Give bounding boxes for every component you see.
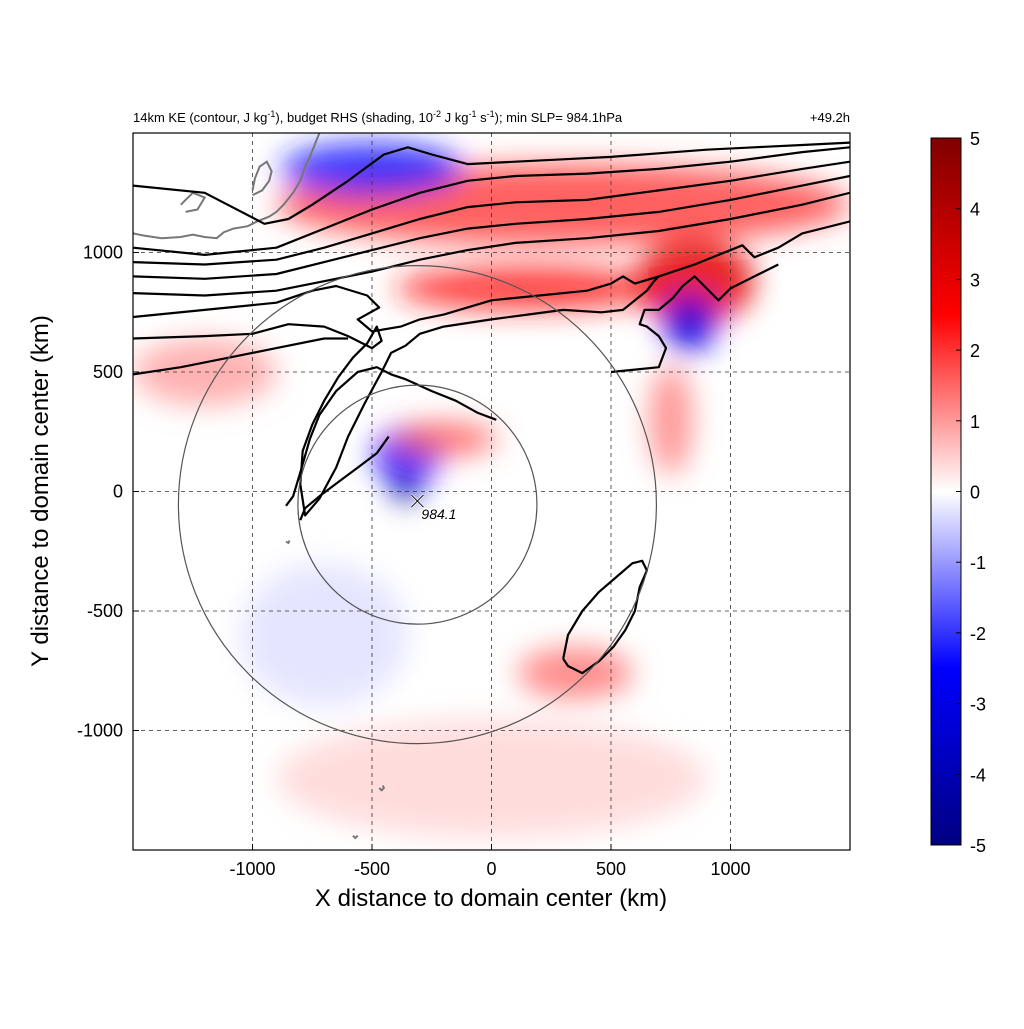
coastline-0 bbox=[133, 133, 321, 240]
colorbar-tick-label-3: -2 bbox=[970, 624, 986, 644]
range-ring-1 bbox=[177, 265, 658, 745]
time-label: +49.2h bbox=[810, 110, 850, 125]
title-sup-a: -1 bbox=[267, 109, 275, 119]
ke-contour-10 bbox=[562, 559, 648, 675]
colorbar-tick-label-8: 3 bbox=[970, 270, 980, 290]
chart-title: 14km KE (contour, J kg-1), budget RHS (s… bbox=[133, 109, 623, 125]
title-part-c: J kg bbox=[441, 110, 468, 125]
coastline-5 bbox=[352, 834, 359, 840]
y-tick-label-4: 1000 bbox=[83, 243, 123, 263]
x-cross-icon bbox=[411, 494, 424, 508]
colorbar-tick-label-2: -3 bbox=[970, 695, 986, 715]
shading-feature-2 bbox=[395, 266, 659, 310]
shading-feature-8 bbox=[517, 646, 633, 700]
contour-layer bbox=[133, 141, 850, 675]
shading-feature-11 bbox=[276, 718, 707, 839]
coastline-3 bbox=[285, 540, 291, 545]
x-tick-label-2: 0 bbox=[486, 859, 496, 879]
plot-area bbox=[133, 133, 850, 850]
colorbar-tick-label-5: 0 bbox=[970, 483, 980, 503]
ke-contour-8 bbox=[285, 366, 497, 507]
range-ring-layer bbox=[177, 265, 658, 745]
shading-feature-9 bbox=[649, 364, 693, 475]
ke-contour-11 bbox=[610, 263, 779, 374]
ke-contour-0 bbox=[133, 141, 850, 225]
colorbar-tick-label-7: 2 bbox=[970, 341, 980, 361]
x-tick-label-0: -1000 bbox=[229, 859, 275, 879]
ke-contour-6 bbox=[133, 275, 660, 517]
title-part-a: 14km KE (contour, J kg bbox=[133, 110, 267, 125]
title-part-d: s bbox=[476, 110, 487, 125]
title-part-b: ), budget RHS (shading, 10 bbox=[275, 110, 433, 125]
colorbar-tick-label-0: -5 bbox=[970, 836, 986, 856]
ke-contour-9 bbox=[299, 435, 390, 521]
colorbar: -5 -4 -3 -2 -1 0 1 2 3 4 5 bbox=[930, 129, 986, 856]
y-tick-label-0: -1000 bbox=[77, 721, 123, 741]
coastline-2 bbox=[180, 191, 207, 213]
title-part-e: ); min SLP= 984.1hPa bbox=[495, 110, 623, 125]
y-tick-label-2: 0 bbox=[113, 482, 123, 502]
title-sup-b: -2 bbox=[433, 109, 441, 119]
colorbar-tick-label-1: -4 bbox=[970, 765, 986, 785]
coastline-1 bbox=[251, 160, 273, 196]
center-pressure-label: 984.1 bbox=[421, 506, 456, 522]
colorbar-tick-label-4: -1 bbox=[970, 553, 986, 573]
ke-contour-3 bbox=[133, 174, 850, 280]
colorbar-tick-label-6: 1 bbox=[970, 412, 980, 432]
y-axis: -1000 -500 0 500 1000 bbox=[77, 243, 139, 741]
coastline-4 bbox=[378, 785, 386, 792]
shading-feature-3 bbox=[634, 238, 755, 325]
y-tick-label-3: 500 bbox=[93, 362, 123, 382]
ke-contour-2 bbox=[133, 160, 850, 266]
coastline-layer bbox=[133, 133, 386, 840]
ke-contour-7 bbox=[133, 337, 349, 376]
range-ring-0 bbox=[297, 384, 538, 625]
shading-feature-6 bbox=[391, 422, 497, 456]
y-axis-title: Y distance to domain center (km) bbox=[27, 315, 54, 667]
title-sup-c: -1 bbox=[468, 109, 476, 119]
ke-contour-4 bbox=[133, 191, 850, 297]
colorbar-tick-label-9: 4 bbox=[970, 200, 980, 220]
ke-contour-5 bbox=[133, 220, 850, 333]
shading-feature-4 bbox=[663, 295, 717, 353]
colorbar-tick-label-10: 5 bbox=[970, 129, 980, 149]
title-sup-d: -1 bbox=[487, 109, 495, 119]
x-tick-label-1: -500 bbox=[354, 859, 390, 879]
x-tick-label-3: 500 bbox=[596, 859, 626, 879]
x-tick-label-4: 1000 bbox=[710, 859, 750, 879]
y-tick-label-1: -500 bbox=[87, 601, 123, 621]
ke-contour-1 bbox=[133, 146, 850, 256]
colorbar-ticks: -5 -4 -3 -2 -1 0 1 2 3 4 5 bbox=[956, 129, 986, 856]
shading-layer bbox=[133, 142, 850, 839]
x-axis: -1000 -500 0 500 1000 bbox=[229, 844, 751, 879]
x-axis-title: X distance to domain center (km) bbox=[315, 885, 667, 912]
shading-feature-12 bbox=[240, 563, 408, 707]
center-marker: 984.1 bbox=[410, 494, 458, 524]
